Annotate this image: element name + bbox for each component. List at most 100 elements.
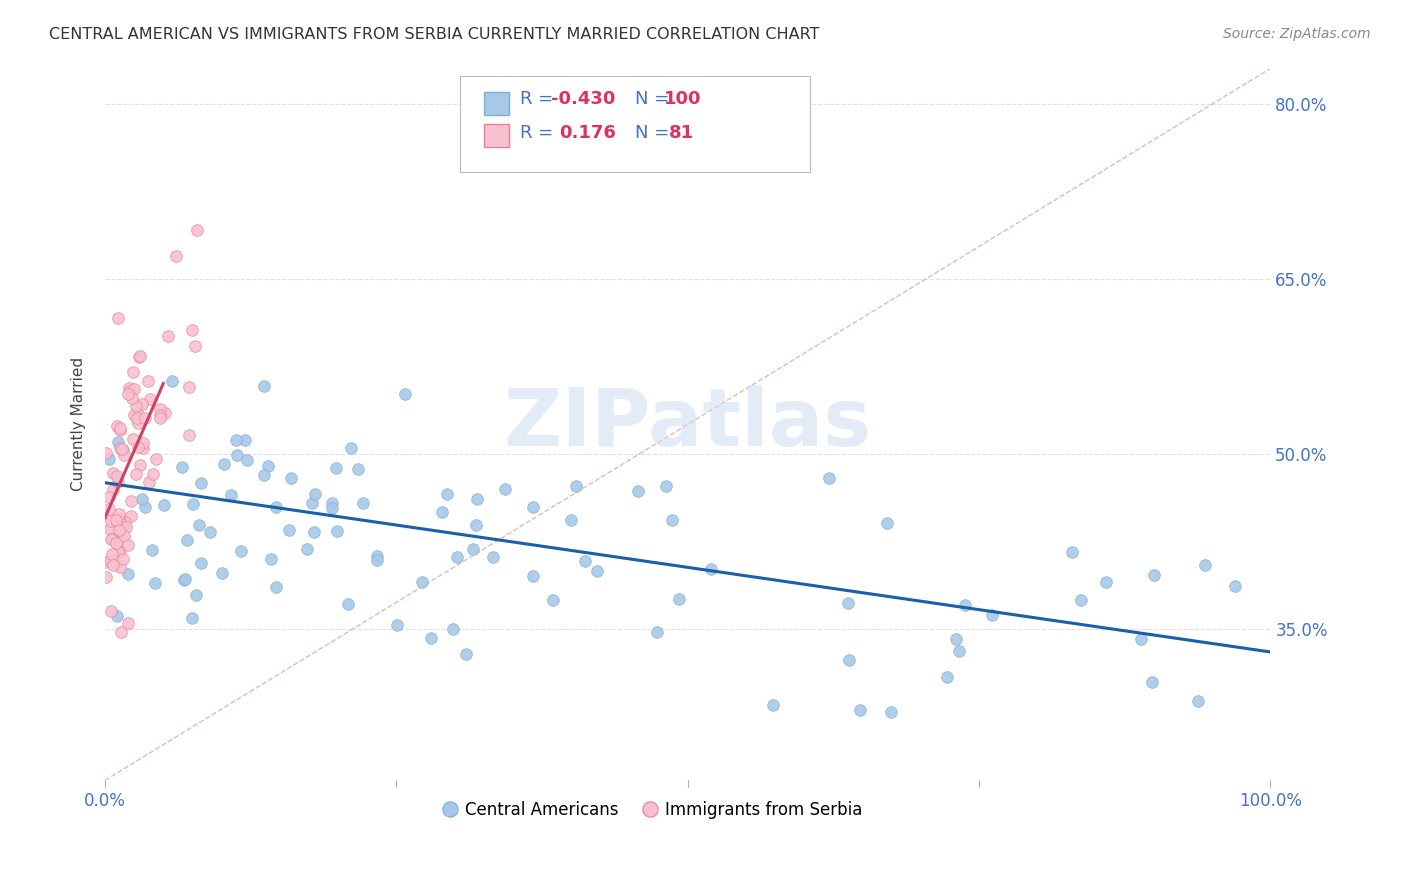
Point [1094,574,1116,589]
Point [112,529,135,543]
Point [225,433,247,447]
Point [177,428,200,442]
Point [105,418,128,433]
Point [574,554,596,568]
Point [108,544,131,558]
Point [436,487,458,501]
Point [176,533,198,548]
Point [655,479,678,493]
Point [107,543,129,558]
Point [321,496,343,510]
Point [180,323,202,337]
Point [107,511,129,525]
Point [125,411,148,425]
Point [211,566,233,580]
Point [394,387,416,401]
Point [256,458,278,473]
Point [700,562,723,576]
Point [849,703,872,717]
Point [297,541,319,556]
Point [541,593,564,607]
Point [125,467,148,482]
Point [1143,567,1166,582]
Point [101,467,124,481]
Point [100,604,122,618]
Point [454,647,477,661]
Text: 100: 100 [665,90,702,108]
Point [190,557,212,571]
Point [936,670,959,684]
Point [762,698,785,712]
Point [225,448,247,462]
Point [945,632,967,647]
FancyBboxPatch shape [460,76,810,172]
Point [181,611,204,625]
Point [1187,694,1209,708]
Point [304,487,326,501]
Point [108,423,131,437]
FancyBboxPatch shape [484,124,509,147]
Point [198,524,221,539]
Point [522,568,544,582]
Point [139,392,162,406]
Point [98,490,121,504]
Point [100,548,122,562]
Text: -0.430: -0.430 [551,90,616,108]
Point [339,442,361,456]
Point [188,517,211,532]
Text: R =: R = [520,124,553,142]
Point [107,311,129,326]
Point [352,496,374,510]
Point [304,525,326,540]
Text: CENTRAL AMERICAN VS IMMIGRANTS FROM SERBIA CURRENTLY MARRIED CORRELATION CHART: CENTRAL AMERICAN VS IMMIGRANTS FROM SERB… [49,27,820,42]
Point [117,387,139,401]
Point [326,524,349,538]
Point [108,523,131,537]
Text: N =: N = [636,90,669,108]
Point [107,435,129,450]
Point [138,374,160,388]
Point [101,483,124,497]
Point [105,609,128,624]
Point [149,402,172,417]
Text: 81: 81 [669,124,695,142]
Point [131,397,153,411]
Text: 0.176: 0.176 [560,124,616,142]
FancyBboxPatch shape [484,92,509,115]
Point [186,223,208,237]
Point [366,549,388,563]
Point [221,488,243,502]
Point [817,471,839,485]
Point [112,442,135,457]
Point [114,515,136,529]
Point [108,421,131,435]
Point [385,618,408,632]
Point [461,541,484,556]
Point [627,483,650,498]
Point [235,434,257,448]
Point [107,475,129,490]
Point [280,471,302,485]
Text: ZIPatlas: ZIPatlas [503,385,872,464]
Point [481,549,503,564]
Point [98,522,121,536]
Point [174,573,197,587]
Point [105,469,128,483]
Point [838,653,860,667]
Point [1194,558,1216,572]
Point [111,442,134,457]
Point [430,505,453,519]
Point [153,499,176,513]
Point [465,518,488,533]
Point [121,365,143,379]
Point [661,513,683,527]
Point [647,624,669,639]
Point [98,502,121,516]
Point [128,349,150,363]
Point [100,514,122,528]
Point [127,416,149,430]
Point [446,549,468,564]
Point [184,339,207,353]
Point [108,442,131,456]
Point [128,350,150,364]
